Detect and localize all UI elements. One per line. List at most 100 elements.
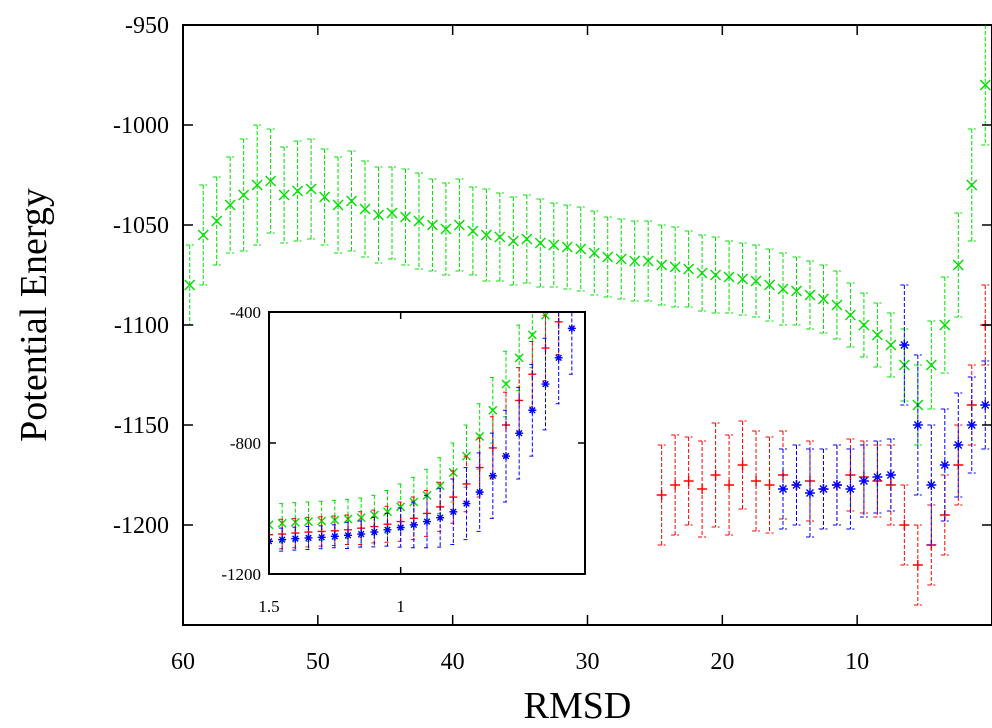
main-data-point xyxy=(561,241,573,253)
main-data-point xyxy=(413,215,425,227)
main-x-tick-label: 30 xyxy=(576,649,600,675)
main-data-point xyxy=(871,329,883,341)
inset-data-point xyxy=(488,405,498,415)
main-data-point xyxy=(386,207,398,219)
inset-y-tick-label: -400 xyxy=(230,303,261,322)
inset-error-bar xyxy=(437,487,444,548)
inset-data-point xyxy=(383,525,392,534)
inset-error-bar xyxy=(318,525,325,550)
main-data-point xyxy=(373,209,385,221)
main-data-point xyxy=(899,340,910,350)
main-series-0 xyxy=(184,25,991,446)
main-series-2 xyxy=(778,284,991,546)
main-data-point xyxy=(575,243,587,255)
inset-x-tick-label: 1 xyxy=(396,597,405,616)
main-data-point xyxy=(818,484,829,494)
main-data-point xyxy=(724,480,735,490)
inset-data-point xyxy=(317,533,326,542)
main-data-point xyxy=(885,470,896,480)
x-axis-title: RMSD xyxy=(524,685,632,727)
main-data-point xyxy=(899,520,910,530)
main-x-tick-label: 10 xyxy=(845,649,869,675)
inset-data-point xyxy=(514,353,524,363)
main-data-point xyxy=(966,420,977,430)
main-data-point xyxy=(952,259,964,271)
main-data-point xyxy=(480,229,492,241)
main-data-point xyxy=(238,189,250,201)
inset-plot: 1.5 1 -400-800-1200 xyxy=(221,303,586,616)
inset-data-point xyxy=(396,523,405,532)
main-data-point xyxy=(615,253,627,265)
inset-data-point xyxy=(291,534,300,543)
main-data-point xyxy=(858,319,870,331)
inset-data-point xyxy=(449,507,458,516)
inset-data-point xyxy=(488,471,497,480)
inset-data-point xyxy=(330,532,339,541)
main-data-point xyxy=(723,271,735,283)
main-data-point xyxy=(642,255,654,267)
main-data-point xyxy=(467,225,479,237)
inset-y-tick-label: -1200 xyxy=(221,565,261,584)
inset-data-point xyxy=(409,520,418,529)
main-data-point xyxy=(885,339,897,351)
main-data-point xyxy=(750,275,762,287)
inset-data-point xyxy=(304,517,313,527)
inset-data-point xyxy=(528,406,537,415)
main-data-point xyxy=(683,476,694,486)
main-y-tick-label: -1100 xyxy=(114,313,169,339)
inset-series-2 xyxy=(269,312,576,554)
main-data-point xyxy=(319,191,331,203)
main-data-point xyxy=(777,283,789,295)
inset-data-point xyxy=(269,530,273,539)
main-data-point xyxy=(332,199,344,211)
main-data-point xyxy=(844,309,856,321)
main-data-point xyxy=(251,179,263,191)
main-data-point xyxy=(602,251,614,263)
inset-error-bar xyxy=(331,524,338,549)
main-data-point xyxy=(925,359,937,371)
main-y-tick-label: -1150 xyxy=(114,413,169,439)
inset-error-bar xyxy=(305,526,312,550)
main-data-point xyxy=(265,175,277,187)
main-data-point xyxy=(548,239,560,251)
inset-data-point xyxy=(396,502,406,512)
main-data-point xyxy=(440,223,452,235)
main-data-point xyxy=(629,255,641,267)
inset-data-point xyxy=(370,528,379,537)
inset-data-point xyxy=(423,517,431,526)
main-data-point xyxy=(710,470,721,480)
main-data-point xyxy=(346,195,358,207)
inset-error-bar xyxy=(279,527,286,552)
main-data-point xyxy=(278,189,290,201)
main-data-point xyxy=(912,420,923,430)
main-data-point xyxy=(696,267,708,279)
main-data-point xyxy=(521,233,533,245)
inset-data-point xyxy=(436,513,445,522)
main-data-point xyxy=(845,484,856,494)
main-plot: 60 50 40 30 20 10 -950 -1000 -1050 -1100 -1150 -12… xyxy=(13,13,992,727)
inset-series-layer xyxy=(269,312,576,554)
inset-data-point xyxy=(567,324,576,333)
main-plot-data xyxy=(184,25,991,606)
main-data-point xyxy=(817,293,829,305)
main-data-point xyxy=(197,229,209,241)
inset-data-point xyxy=(501,379,511,389)
main-data-point xyxy=(656,259,668,271)
main-data-point xyxy=(778,484,789,494)
inset-data-point xyxy=(515,429,524,438)
main-y-tick-label: -950 xyxy=(125,13,169,39)
inset-data-point xyxy=(383,507,392,517)
main-series-layer xyxy=(184,25,991,606)
main-data-point xyxy=(588,247,600,259)
inset-x-ticks: 1.5 1 xyxy=(258,312,405,616)
main-data-point xyxy=(912,560,923,570)
main-y-tick-label: -1000 xyxy=(113,113,169,139)
main-data-point xyxy=(831,299,843,311)
main-data-point xyxy=(804,289,816,301)
main-data-point xyxy=(737,460,748,470)
main-data-point xyxy=(980,400,991,410)
inset-data-point xyxy=(462,499,471,508)
main-data-point xyxy=(751,476,762,486)
main-data-point xyxy=(224,199,236,211)
